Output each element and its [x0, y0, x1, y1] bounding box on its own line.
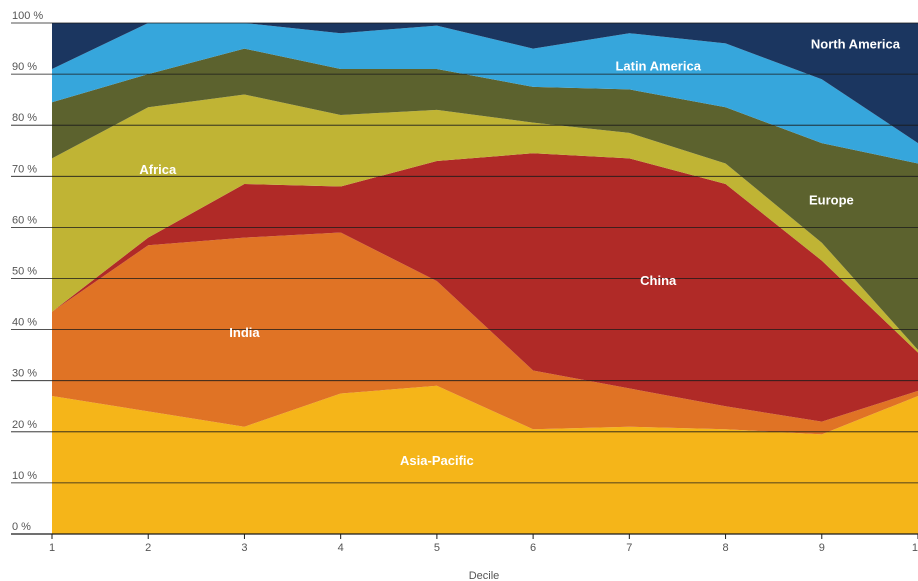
area-asia-pacific	[52, 385, 918, 534]
x-tick-label: 7	[626, 542, 632, 554]
y-tick-label: 60 %	[12, 214, 37, 226]
area-latin-america	[52, 23, 918, 164]
y-tick-label: 0 %	[12, 521, 31, 533]
series-labels: Asia-Pacific India China Africa Europe Latin …	[139, 36, 900, 467]
x-axis-ticks: 1 2 3 4 5 6 7 8 9 10	[49, 534, 918, 554]
x-axis-title: Decile	[469, 570, 500, 581]
x-tick-label: 8	[722, 542, 728, 554]
area-china	[52, 153, 918, 422]
y-tick-label: 20 %	[12, 419, 37, 431]
area-europe	[52, 48, 918, 350]
y-tick-label: 100 %	[12, 10, 43, 22]
y-tick-label: 10 %	[12, 470, 37, 482]
y-tick-label: 50 %	[12, 266, 37, 278]
area-north-america	[52, 23, 918, 144]
x-tick-label: 5	[434, 542, 440, 554]
area-india	[52, 232, 918, 435]
label-asia-pacific: Asia-Pacific	[400, 453, 474, 468]
label-europe: Europe	[809, 192, 854, 207]
label-latin-america: Latin America	[615, 59, 701, 74]
x-tick-label: 6	[530, 542, 536, 554]
label-north-america: North America	[811, 36, 901, 51]
label-africa: Africa	[139, 162, 177, 177]
x-tick-label: 1	[49, 542, 55, 554]
label-india: India	[229, 325, 260, 340]
area-africa	[52, 94, 918, 353]
y-tick-label: 70 %	[12, 163, 37, 175]
y-tick-label: 30 %	[12, 368, 37, 380]
y-tick-label: 90 %	[12, 61, 37, 73]
gridlines	[11, 22, 918, 535]
x-tick-label: 9	[819, 542, 825, 554]
x-tick-label: 3	[241, 542, 247, 554]
areas-layer	[52, 23, 918, 534]
x-tick-label: 4	[338, 542, 344, 554]
y-axis-ticks: 0 % 10 % 20 % 30 % 40 % 50 % 60 % 70 % 80 % 90 % 1…	[12, 10, 43, 533]
y-tick-label: 40 %	[12, 317, 37, 329]
label-china: China	[640, 273, 677, 288]
x-tick-label: 10	[912, 542, 918, 554]
x-tick-label: 2	[145, 542, 151, 554]
y-tick-label: 80 %	[12, 112, 37, 124]
